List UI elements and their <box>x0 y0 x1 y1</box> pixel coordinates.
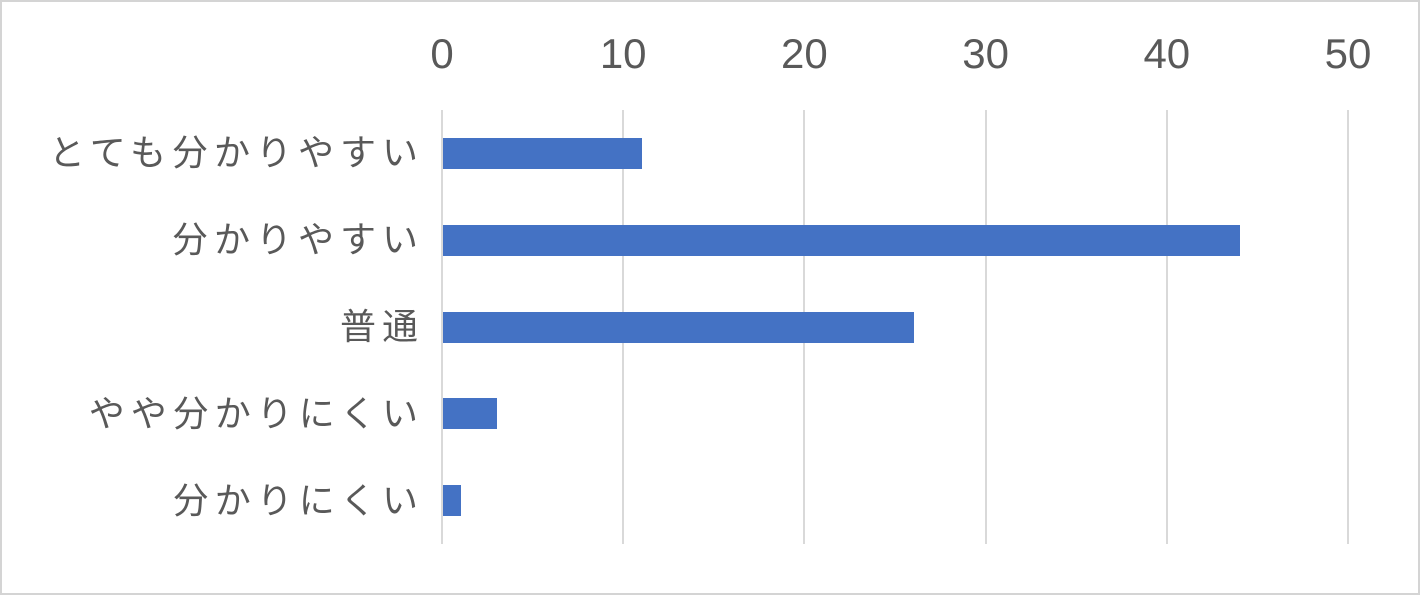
gridline <box>984 110 987 544</box>
category-label: 分かりやすい <box>171 219 424 261</box>
bar <box>443 137 643 169</box>
x-axis-tick-label: 0 <box>430 30 454 77</box>
bar <box>443 224 1241 256</box>
bar <box>443 485 462 517</box>
x-axis-tick-label: 20 <box>781 30 828 77</box>
category-label: やや分かりにくい <box>88 392 424 434</box>
value-axis-line <box>441 110 443 544</box>
gridline <box>1347 110 1349 544</box>
bar <box>443 311 915 343</box>
x-axis-tick-label: 40 <box>1143 30 1191 77</box>
category-label: とても分かりやすい <box>48 132 424 174</box>
bar <box>443 398 498 430</box>
category-label: 分かりにくい <box>172 479 424 521</box>
category-label: 普通 <box>339 306 424 347</box>
gridline <box>1165 110 1168 544</box>
x-axis-tick-label: 50 <box>1324 30 1372 77</box>
x-axis-tick-label: 10 <box>599 30 647 77</box>
x-axis-tick-label: 30 <box>962 30 1009 77</box>
